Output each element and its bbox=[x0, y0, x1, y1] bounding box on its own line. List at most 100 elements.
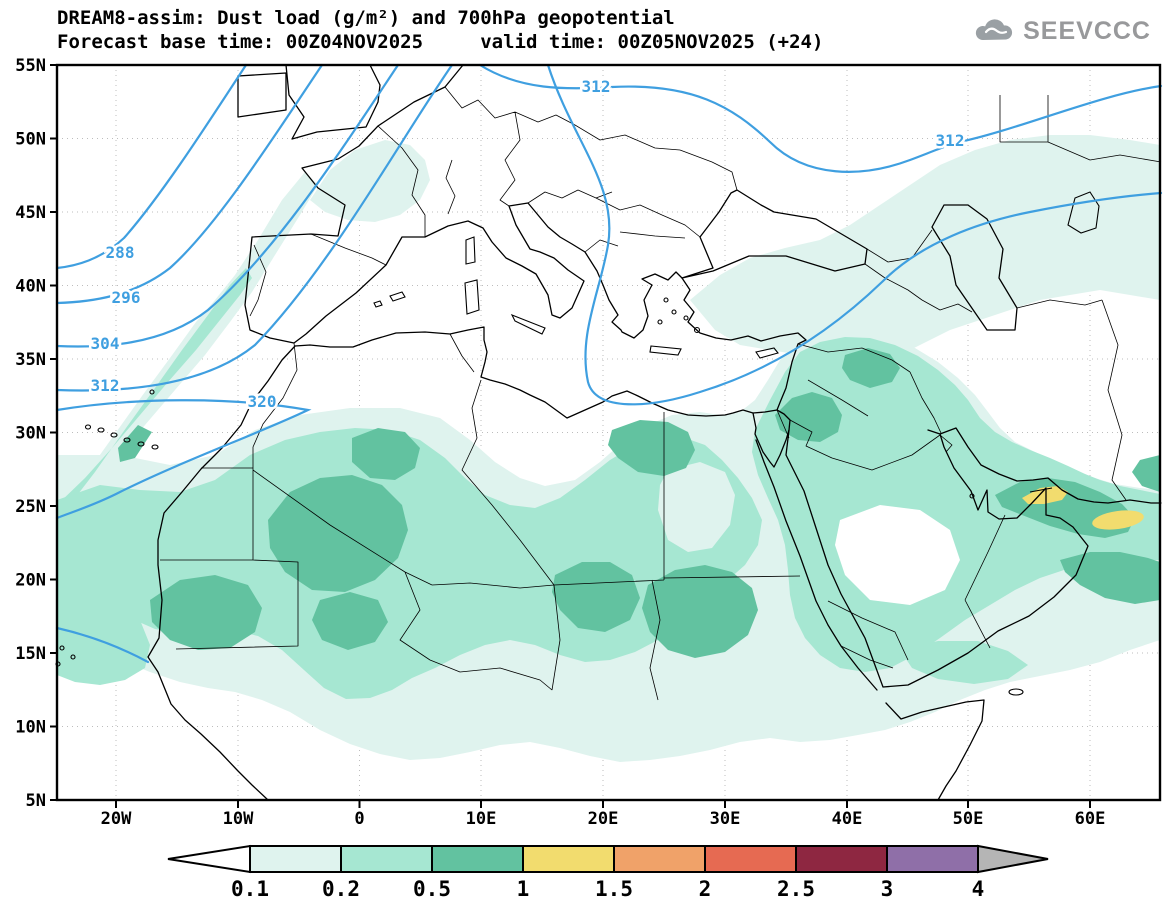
corsica bbox=[465, 236, 476, 265]
sardinia bbox=[464, 279, 480, 315]
dust-gap-egypt bbox=[658, 462, 735, 552]
aegean-islands bbox=[657, 297, 701, 334]
colorbar-segment bbox=[613, 845, 706, 873]
lon-tick-label: 10E bbox=[466, 809, 497, 829]
colorbar-tick-label: 0.1 bbox=[231, 877, 269, 901]
contour-288 bbox=[55, 63, 248, 270]
arabian-peninsula-coast bbox=[785, 429, 1089, 688]
lon-tick-label: 30E bbox=[710, 809, 741, 829]
contour-value-label: 312 bbox=[582, 77, 611, 96]
colorbar-segment bbox=[340, 845, 433, 873]
borders-africa bbox=[160, 333, 894, 701]
colorbar-tick-label: 1.5 bbox=[595, 877, 633, 901]
sicily bbox=[510, 313, 546, 335]
qeshm bbox=[1029, 487, 1053, 493]
canary-islands bbox=[84, 424, 159, 450]
coastlines bbox=[147, 64, 1162, 801]
sinai-coast bbox=[752, 409, 791, 468]
seevccc-logo-text: SEEVCCC bbox=[1023, 16, 1151, 45]
colorbar-left-arrow bbox=[167, 844, 251, 874]
dust-max-hormuz bbox=[1022, 486, 1068, 504]
aral-sea bbox=[1067, 191, 1100, 234]
dust-layer-1 bbox=[1022, 486, 1144, 530]
country-borders bbox=[160, 86, 1162, 701]
contour-312-west bbox=[55, 63, 454, 392]
dust-core-north-algeria bbox=[352, 428, 420, 480]
lon-tick-label: 20E bbox=[588, 809, 619, 829]
coastline-europe-nafrica bbox=[244, 64, 807, 419]
figure-subtitle: Forecast base time: 00Z04NOV2025 valid t… bbox=[57, 31, 824, 53]
coastline-west-africa bbox=[147, 345, 296, 801]
borders-europe bbox=[249, 86, 738, 317]
dust-core-niger-chad bbox=[552, 562, 640, 632]
contour-296 bbox=[55, 63, 324, 305]
britain-coast bbox=[285, 64, 381, 140]
geopotential-contours bbox=[55, 63, 1163, 664]
lat-tick-label: 35N bbox=[15, 350, 46, 370]
madeira bbox=[149, 389, 155, 395]
contour-labels: 288 296 304 312 320 312 312 bbox=[88, 75, 967, 414]
iran-south-coast bbox=[939, 427, 1162, 504]
dust-core-wsahara-coast bbox=[118, 425, 152, 462]
contour-value-label: 312 bbox=[936, 131, 965, 150]
lon-tick-label: 20W bbox=[101, 809, 132, 829]
axis-ticks bbox=[50, 64, 1091, 808]
figure-header: DREAM8-assim: Dust load (g/m²) and 700hP… bbox=[57, 6, 823, 54]
gulf-of-aden-somalia-coast bbox=[885, 699, 985, 801]
dust-gap-central-arabia bbox=[835, 505, 960, 605]
colorbar-tick-label: 2 bbox=[699, 877, 712, 901]
dust-core-sudan bbox=[642, 565, 758, 658]
contour-value-label: 304 bbox=[91, 334, 120, 353]
colorbar-segment bbox=[522, 845, 615, 873]
figure-title: DREAM8-assim: Dust load (g/m²) and 700hP… bbox=[57, 7, 675, 29]
dust-core-mali-south bbox=[312, 592, 388, 650]
colorbar-tick-label: 3 bbox=[881, 877, 894, 901]
lat-tick-label: 45N bbox=[15, 203, 46, 223]
colorbar-tick-label: 4 bbox=[972, 877, 985, 901]
lat-tick-label: 30N bbox=[15, 424, 46, 444]
lat-tick-label: 5N bbox=[26, 791, 46, 811]
colorbar-segment bbox=[886, 845, 979, 873]
dust-core-oman-sea bbox=[1060, 552, 1160, 604]
contour-312-north bbox=[478, 63, 1163, 173]
dust-core-east-edge bbox=[1132, 455, 1160, 492]
dust-light-middle-east bbox=[752, 337, 1160, 672]
black-sea-coast bbox=[681, 189, 868, 279]
balearics bbox=[373, 291, 406, 308]
lon-tick-label: 60E bbox=[1075, 809, 1106, 829]
seevccc-logo: SEEVCCC bbox=[971, 16, 1151, 46]
dust-core-mali-algeria bbox=[268, 475, 408, 592]
crete bbox=[649, 345, 682, 356]
dust-light-sahara-sahel bbox=[57, 428, 762, 699]
seevccc-cloud-icon bbox=[975, 19, 1013, 41]
colorbar-tick-label: 1 bbox=[517, 877, 530, 901]
cyprus bbox=[755, 347, 779, 359]
colorbar-segment bbox=[431, 845, 524, 873]
dust-pale-anatolia-caspian bbox=[690, 135, 1160, 370]
dust-gaps bbox=[658, 462, 960, 605]
lon-tick-label: 0 bbox=[354, 809, 364, 829]
lat-tick-label: 15N bbox=[15, 644, 46, 664]
dust-layer-0.2 bbox=[57, 268, 1160, 699]
contour-unlabeled-sw bbox=[55, 626, 150, 664]
lat-tick-label: 10N bbox=[15, 718, 46, 738]
caspian-sea-coast bbox=[931, 204, 1018, 331]
contour-304 bbox=[55, 63, 400, 348]
axis-labels: 20W 10W 0 10E 20E 30E 40E 50E 60E 55N 50N 45N 40N 35N… bbox=[15, 56, 1105, 829]
dust-max-gulf-of-oman bbox=[1092, 510, 1144, 530]
colorbar: 0.1 0.2 0.5 1 1.5 2 2.5 3 4 bbox=[167, 844, 1049, 901]
lon-tick-label: 10W bbox=[223, 809, 254, 829]
dust-core-levant bbox=[775, 392, 842, 442]
colorbar-segment bbox=[795, 845, 888, 873]
colorbar-right-arrow bbox=[977, 844, 1049, 874]
contour-312-central bbox=[546, 63, 1163, 406]
contour-value-label: 312 bbox=[91, 376, 120, 395]
islands bbox=[55, 191, 1100, 696]
dust-core-libya-egypt-coast bbox=[608, 420, 695, 476]
lon-tick-label: 50E bbox=[953, 809, 984, 829]
colorbar-segment bbox=[249, 845, 342, 873]
socotra bbox=[1008, 688, 1024, 696]
ireland-coast bbox=[237, 72, 287, 118]
